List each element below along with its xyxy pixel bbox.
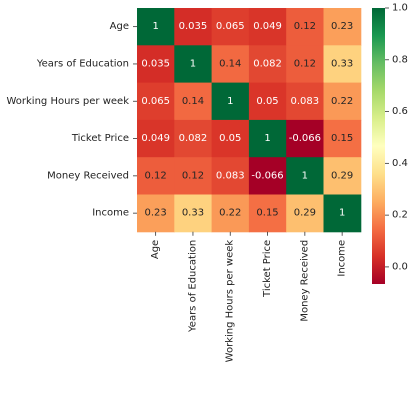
heatmap-cell bbox=[248, 194, 287, 233]
colorbar-tick-label: 0.6 bbox=[392, 106, 408, 117]
row-label: Age bbox=[110, 21, 129, 32]
column-labels: Age Years of Education Working Hours per w… bbox=[150, 231, 348, 363]
cell-annotation: 1 bbox=[302, 170, 308, 181]
cell-annotation: 0.065 bbox=[216, 21, 245, 32]
cell-annotation: 0.22 bbox=[219, 208, 241, 219]
cell-annotation: 1 bbox=[190, 58, 196, 69]
colorbar-tick-label: 0.0 bbox=[392, 261, 408, 272]
cell-annotation: 1 bbox=[152, 21, 158, 32]
heatmap-cell bbox=[323, 119, 362, 158]
row-label: Ticket Price bbox=[71, 133, 129, 144]
heatmap-cell bbox=[248, 45, 287, 84]
heatmap-cell bbox=[323, 82, 362, 121]
column-label: Money Received bbox=[299, 240, 310, 322]
cell-annotation: 0.15 bbox=[331, 133, 353, 144]
cell-annotation: 0.082 bbox=[179, 133, 208, 144]
heatmap-cell bbox=[211, 194, 250, 233]
cell-annotation: 0.05 bbox=[256, 96, 278, 107]
column-label: Income bbox=[337, 240, 348, 277]
heatmap-cell bbox=[248, 82, 287, 121]
heatmap-cell bbox=[211, 82, 250, 121]
colorbar-tick-label: 0.2 bbox=[392, 210, 408, 221]
heatmap-cell bbox=[174, 119, 213, 158]
colorbar-tick-label: 0.4 bbox=[392, 158, 408, 169]
row-label: Money Received bbox=[47, 170, 129, 181]
cell-annotation: 0.065 bbox=[141, 96, 170, 107]
cell-annotation: 0.083 bbox=[216, 170, 245, 181]
heatmap-cell bbox=[323, 157, 362, 195]
cell-annotation: 1 bbox=[227, 96, 233, 107]
cell-annotation: 0.29 bbox=[294, 208, 316, 219]
heatmap-cell bbox=[174, 45, 213, 84]
heatmap-cell bbox=[248, 157, 287, 195]
heatmap-cell bbox=[174, 82, 213, 121]
heatmap-cell bbox=[137, 82, 175, 121]
cell-annotation: 0.05 bbox=[219, 133, 241, 144]
cell-annotation: 0.049 bbox=[141, 133, 170, 144]
heatmap-cell bbox=[137, 194, 175, 233]
row-label: Working Hours per week bbox=[6, 96, 129, 107]
heatmap-cell bbox=[137, 119, 175, 158]
cell-annotation: 0.049 bbox=[253, 21, 282, 32]
cell-annotation: 0.29 bbox=[331, 170, 353, 181]
row-label: Income bbox=[92, 208, 129, 219]
cell-annotation: 0.23 bbox=[331, 21, 353, 32]
heatmap-cell bbox=[286, 157, 324, 195]
cell-annotation: 0.14 bbox=[182, 96, 204, 107]
cell-annotation: 0.15 bbox=[256, 208, 278, 219]
heatmap-cell bbox=[323, 8, 362, 46]
heatmap-cell bbox=[248, 8, 287, 46]
heatmap-cell bbox=[211, 45, 250, 84]
heatmap-cells bbox=[137, 8, 362, 233]
column-label: Years of Education bbox=[187, 240, 198, 333]
cell-annotation: 0.035 bbox=[141, 58, 170, 69]
cell-annotation: 0.12 bbox=[182, 170, 204, 181]
cell-annotation: 0.12 bbox=[294, 21, 316, 32]
cell-annotation: -0.066 bbox=[289, 133, 321, 144]
heatmap-cell bbox=[286, 8, 324, 46]
cell-annotation: 0.22 bbox=[331, 96, 353, 107]
heatmap-cell bbox=[211, 8, 250, 46]
cell-annotations: 1 0.035 0.065 0.049 0.12 0.23 0.035 1 0.14 0.082 0… bbox=[141, 21, 353, 219]
heatmap-cell bbox=[174, 157, 213, 195]
cell-annotation: 0.12 bbox=[145, 170, 167, 181]
cell-annotation: 0.14 bbox=[219, 58, 241, 69]
cell-annotation: 0.33 bbox=[182, 208, 204, 219]
cell-annotation: 1 bbox=[264, 133, 270, 144]
heatmap-cell bbox=[137, 157, 175, 195]
cell-annotation: 0.035 bbox=[179, 21, 208, 32]
column-label: Age bbox=[150, 240, 161, 259]
colorbar bbox=[372, 8, 385, 284]
row-labels: Age Years of Education Working Hours per w… bbox=[6, 21, 137, 219]
colorbar-ticks: 0.0 0.2 0.4 0.6 0.8 1.0 bbox=[385, 3, 408, 272]
cell-annotation: 0.082 bbox=[253, 58, 282, 69]
cell-annotation: 0.33 bbox=[331, 58, 353, 69]
column-label: Ticket Price bbox=[262, 240, 273, 298]
heatmap-cell bbox=[323, 194, 362, 233]
heatmap-cell bbox=[174, 194, 213, 233]
cell-annotation: 0.12 bbox=[294, 58, 316, 69]
heatmap-cell bbox=[211, 157, 250, 195]
cell-annotation: 0.23 bbox=[145, 208, 167, 219]
heatmap-cell bbox=[286, 82, 324, 121]
heatmap-cell bbox=[137, 45, 175, 84]
heatmap-cell bbox=[137, 8, 175, 46]
heatmap-cell bbox=[286, 45, 324, 84]
column-label: Working Hours per week bbox=[225, 240, 236, 363]
heatmap-cell bbox=[286, 194, 324, 233]
cell-annotation: 0.083 bbox=[291, 96, 320, 107]
heatmap-cell bbox=[323, 45, 362, 84]
colorbar-tick-label: 0.8 bbox=[392, 54, 408, 65]
row-label: Years of Education bbox=[36, 58, 129, 69]
cell-annotation: 1 bbox=[339, 208, 345, 219]
cell-annotation: -0.066 bbox=[251, 170, 283, 181]
heatmap-cell bbox=[211, 119, 250, 158]
heatmap-cell bbox=[248, 119, 287, 158]
colorbar-tick-label: 1.0 bbox=[392, 3, 408, 14]
heatmap-cell bbox=[174, 8, 213, 46]
heatmap-cell bbox=[286, 119, 324, 158]
